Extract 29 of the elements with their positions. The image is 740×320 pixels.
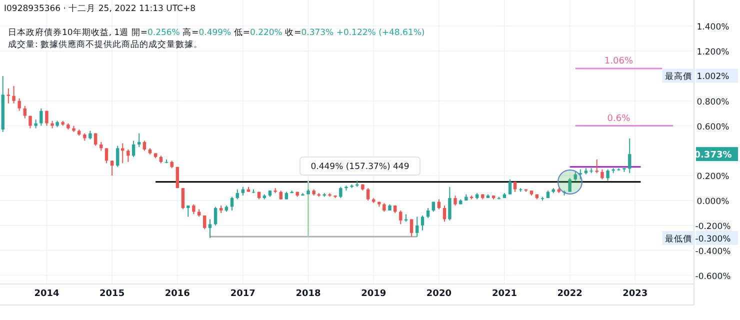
y-tick-label: 0.800% bbox=[696, 97, 730, 108]
annotation: 1.06% bbox=[604, 56, 634, 67]
annotation: 0.449% (157.37%) 449 bbox=[310, 162, 410, 172]
x-tick-label: 2017 bbox=[230, 289, 256, 299]
x-tick-label: 2019 bbox=[361, 289, 386, 299]
y-tick-label: -0.600% bbox=[695, 272, 731, 282]
x-tick-label: 2021 bbox=[492, 289, 518, 299]
y-tick-label: 1.002% bbox=[696, 72, 730, 82]
x-tick-label: 2015 bbox=[100, 289, 125, 299]
chart-title: 日本政府債券10年期收益, 1週 開=0.256% 高=0.499% 低=0.220% 收=0.373% +0.122% (+48.61%) bbox=[8, 28, 425, 38]
annotation: 0.6% bbox=[607, 114, 631, 124]
x-tick-label: 2022 bbox=[557, 289, 582, 299]
x-tick-label: 2023 bbox=[622, 289, 648, 299]
annotation: I0928935366 · 十二月 25, 2022 11:13 UTC+8 bbox=[4, 3, 196, 14]
x-tick-label: 2016 bbox=[164, 289, 190, 299]
text: 成交量: 數據供應商不提供此商品的成交量數據。 bbox=[8, 39, 203, 50]
y-tick-label: 1.400% bbox=[696, 22, 730, 33]
x-tick-label: 2018 bbox=[296, 289, 321, 299]
annotation: 最高價 bbox=[665, 71, 692, 82]
y-tick-label: 1.200% bbox=[696, 48, 730, 58]
annotation: 最低價 bbox=[665, 233, 692, 244]
x-tick-label: 2014 bbox=[34, 289, 60, 299]
y-tick-label: 0.600% bbox=[696, 122, 730, 132]
y-tick-label: -0.200% bbox=[695, 222, 731, 232]
y-tick-label: 0.000% bbox=[696, 197, 730, 208]
x-tick-label: 2020 bbox=[426, 289, 452, 299]
y-tick-label: 0.200% bbox=[696, 172, 730, 182]
y-tick-label: -0.300% bbox=[695, 234, 731, 244]
y-tick-label: -0.400% bbox=[695, 246, 731, 257]
